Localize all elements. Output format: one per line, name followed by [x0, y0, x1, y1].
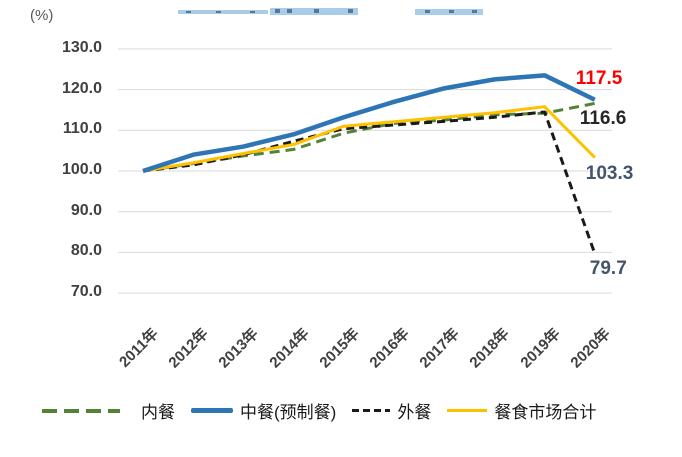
series-end-label-外餐: 79.7 — [589, 257, 627, 279]
legend-item: 外餐 — [336, 398, 431, 423]
y-axis-tick-label: 120.0 — [61, 79, 102, 97]
legend: 内餐 中餐(预制餐) 外餐 餐食市场合计 — [42, 398, 642, 423]
series-line-内餐 — [142, 101, 596, 173]
legend-swatch-solid-line — [447, 409, 488, 412]
legend-label: 中餐(预制餐) — [240, 403, 337, 422]
cropped-text-highlight — [270, 8, 358, 15]
legend-item: 内餐 — [42, 398, 175, 423]
y-axis-tick-label: 80.0 — [70, 242, 102, 260]
y-axis-tick-label: 90.0 — [70, 201, 102, 219]
y-axis-tick-label: 70.0 — [70, 283, 102, 301]
cropped-text-highlight — [415, 9, 483, 15]
series-end-label-中餐(预制餐): 117.5 — [575, 67, 623, 89]
y-axis-tick-label: 100.0 — [61, 161, 102, 178]
legend-label: 内餐 — [141, 403, 175, 422]
legend-swatch-dashed-line — [352, 409, 391, 412]
series-line-中餐(预制餐) — [142, 73, 596, 174]
y-axis-unit-label: (%) — [30, 7, 54, 24]
legend-item: 中餐(预制餐) — [175, 398, 336, 423]
cropped-text-highlight — [178, 10, 268, 14]
series-line-餐食市场合计 — [142, 105, 596, 173]
series-line-外餐 — [142, 110, 597, 255]
y-axis-tick-label: 130.0 — [61, 38, 102, 56]
legend-item: 餐食市场合计 — [431, 398, 596, 423]
series-end-label-餐食市场合计: 103.3 — [585, 162, 634, 184]
y-axis-tick-label: 110.0 — [62, 120, 102, 138]
legend-swatch-dashed-line — [42, 408, 120, 413]
series-end-label-内餐: 116.6 — [579, 108, 627, 130]
legend-label: 餐食市场合计 — [494, 403, 597, 422]
legend-swatch-solid-line — [191, 408, 233, 413]
legend-label: 外餐 — [397, 403, 432, 422]
